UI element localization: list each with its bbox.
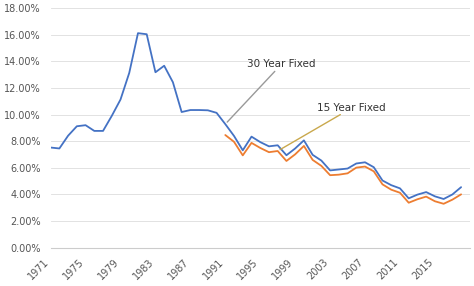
Text: 30 Year Fixed: 30 Year Fixed bbox=[227, 59, 316, 122]
Text: 15 Year Fixed: 15 Year Fixed bbox=[280, 103, 386, 150]
